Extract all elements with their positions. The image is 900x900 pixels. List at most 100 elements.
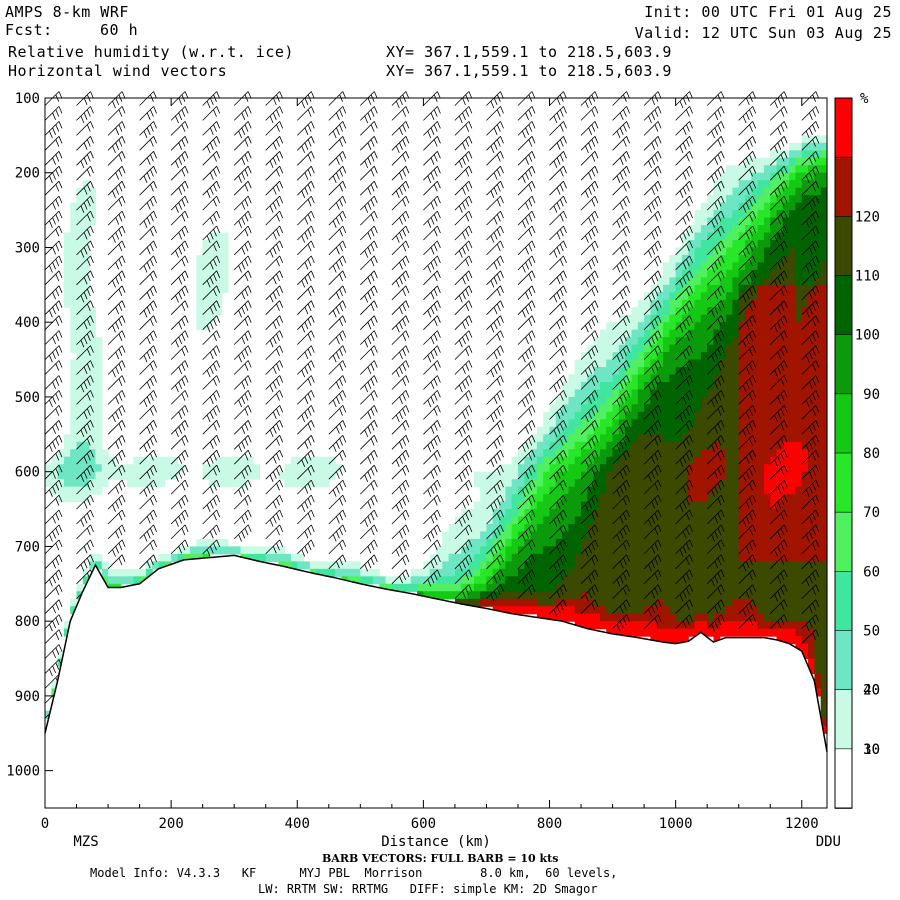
rh-cell <box>606 479 614 488</box>
rh-cell <box>562 464 570 473</box>
rh-cell <box>700 329 708 338</box>
rh-cell <box>89 202 97 211</box>
rh-cell <box>82 374 90 383</box>
rh-cell <box>726 172 734 181</box>
rh-cell <box>581 553 588 562</box>
rh-cell <box>776 195 784 204</box>
rh-cell <box>76 240 84 249</box>
rh-cell <box>808 643 815 652</box>
rh-cell <box>820 165 828 174</box>
wind-barb <box>769 554 788 570</box>
wind-barb <box>170 509 189 527</box>
rh-cell <box>644 344 652 353</box>
rh-cell <box>776 389 784 398</box>
rh-cell <box>700 471 708 480</box>
colorbar-level-label: 100 <box>855 328 880 344</box>
rh-cell <box>555 531 563 540</box>
wind-barb <box>801 405 820 420</box>
rh-cell <box>694 516 702 525</box>
rh-cell <box>820 673 828 682</box>
rh-cell <box>751 247 759 256</box>
rh-cell <box>499 591 506 600</box>
rh-cell <box>751 277 759 286</box>
rh-cell <box>789 456 797 465</box>
rh-cell <box>776 269 784 278</box>
y-tick-label: 400 <box>15 315 40 331</box>
rh-cell <box>606 389 614 398</box>
rh-cell <box>719 232 727 241</box>
rh-cell <box>101 479 109 488</box>
wind-barb <box>202 464 221 480</box>
rh-cell <box>511 516 519 525</box>
rh-cell <box>726 456 734 465</box>
wind-barb <box>801 285 820 301</box>
wind-barb <box>391 195 410 211</box>
rh-cell <box>688 621 696 630</box>
rh-cell <box>663 374 670 383</box>
rh-cell <box>808 374 815 383</box>
rh-cell <box>587 538 595 548</box>
rh-cell <box>499 464 506 473</box>
rh-cell <box>208 479 216 488</box>
wind-barb <box>769 569 788 585</box>
rh-cell <box>681 359 689 368</box>
rh-cell <box>738 329 746 338</box>
rh-cell <box>719 531 727 540</box>
wind-barb <box>423 121 441 139</box>
wind-barb <box>170 420 189 438</box>
wind-barb <box>549 180 567 196</box>
rh-cell <box>536 509 544 518</box>
rh-cell <box>133 576 141 585</box>
rh-cell <box>820 695 828 704</box>
rh-cell <box>480 516 488 525</box>
rh-cell <box>486 583 494 592</box>
wind-barb <box>76 524 94 540</box>
wind-barb <box>44 569 63 587</box>
rh-cell <box>618 524 626 533</box>
rh-cell <box>543 583 551 592</box>
rh-cell <box>625 464 633 473</box>
rh-cell <box>732 553 740 562</box>
wind-barb <box>738 449 757 465</box>
rh-cell <box>763 187 771 196</box>
rh-cell <box>700 583 708 592</box>
rh-cell <box>719 292 727 301</box>
rh-cell <box>574 404 582 413</box>
rh-cell <box>644 583 652 592</box>
wind-barb <box>170 345 189 360</box>
rh-cell <box>599 561 607 570</box>
rh-cell <box>215 479 223 488</box>
rh-cell <box>95 561 103 570</box>
rh-cell <box>171 553 179 562</box>
wind-barb <box>612 136 630 151</box>
rh-cell <box>688 382 696 391</box>
rh-cell <box>782 210 790 219</box>
wind-barb <box>391 91 410 109</box>
wind-barb <box>265 330 284 348</box>
rh-cell <box>757 419 765 428</box>
wind-barb <box>107 270 126 288</box>
rh-cell <box>152 464 160 473</box>
rh-cell <box>631 404 639 413</box>
rh-cell <box>801 314 809 323</box>
wind-barb <box>76 494 94 510</box>
rh-cell <box>795 613 803 622</box>
rh-cell <box>581 434 588 443</box>
rh-cell <box>637 613 645 622</box>
rh-cell <box>631 337 639 346</box>
rh-cell <box>782 546 790 555</box>
rh-cell <box>593 337 601 346</box>
rh-cell <box>681 568 689 577</box>
rh-cell <box>587 516 595 525</box>
wind-barb <box>769 584 788 602</box>
rh-cell <box>707 568 715 577</box>
rh-cell <box>795 419 803 428</box>
rh-cell <box>757 157 765 166</box>
wind-barb <box>738 300 757 315</box>
rh-cell <box>795 479 803 488</box>
wind-barb <box>801 195 820 211</box>
rh-cell <box>669 292 677 301</box>
rh-cell <box>587 606 595 615</box>
rh-cell <box>587 471 595 480</box>
rh-cell <box>663 621 670 630</box>
